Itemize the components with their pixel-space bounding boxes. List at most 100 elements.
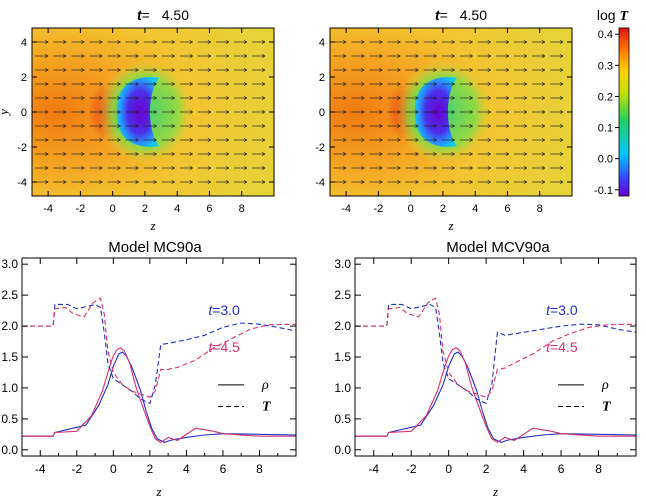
velocity-arrowhead: [153, 180, 157, 184]
time-annotation-value: =3.0: [550, 302, 578, 318]
velocity-arrowhead: [523, 82, 528, 86]
colorbar-tick-label: 0.0: [598, 154, 613, 166]
velocity-arrowhead: [523, 124, 528, 128]
velocity-arrowhead: [45, 166, 49, 170]
heatmap-panel-2: -4 -2 0 2 4 6 8 4 2 0 -2 -4 z t= 4.50: [315, 7, 573, 233]
velocity-arrowhead: [469, 124, 473, 128]
velocity-arrowhead: [415, 124, 419, 128]
velocity-arrowhead: [225, 68, 230, 72]
velocity-arrowhead: [207, 124, 212, 128]
velocity-arrowhead: [361, 124, 365, 128]
velocity-arrowhead: [487, 180, 491, 184]
velocity-arrowhead: [99, 124, 103, 128]
velocity-arrowhead: [81, 68, 85, 72]
velocity-arrowhead: [171, 110, 175, 114]
velocity-arrowhead: [207, 110, 212, 114]
velocity-arrowhead: [559, 110, 564, 114]
velocity-arrowhead: [189, 54, 193, 58]
colorbar-gradient: [618, 27, 630, 197]
velocity-arrowhead: [397, 54, 401, 58]
velocity-arrowhead: [541, 166, 546, 170]
velocity-arrowhead: [153, 54, 157, 58]
velocity-arrowhead: [433, 40, 437, 44]
x-tick-label: 0: [445, 462, 452, 476]
velocity-arrowhead: [117, 96, 121, 100]
time-annotation-var: t: [546, 339, 551, 355]
x-tick-label: 8: [595, 462, 602, 476]
temperature-curve-t3: [355, 303, 636, 405]
velocity-arrowhead: [225, 138, 230, 142]
colorbar-title: log T: [597, 7, 630, 24]
velocity-arrowhead: [523, 68, 528, 72]
velocity-arrowhead: [451, 180, 455, 184]
velocity-arrowhead: [541, 152, 546, 156]
velocity-arrowhead: [433, 82, 437, 86]
velocity-arrowhead: [207, 180, 212, 184]
velocity-arrowhead: [135, 110, 139, 114]
velocity-arrowhead: [559, 138, 564, 142]
panel-title: t= 4.50: [137, 7, 189, 23]
velocity-arrowhead: [243, 54, 248, 58]
velocity-arrowhead: [189, 138, 193, 142]
panel-title-eq: =: [142, 7, 154, 23]
velocity-arrowhead: [207, 54, 212, 58]
velocity-arrowhead: [541, 40, 546, 44]
velocity-arrowhead: [451, 166, 455, 170]
x-axis-label: z: [447, 218, 453, 233]
velocity-arrowhead: [99, 152, 103, 156]
velocity-arrowhead: [469, 180, 473, 184]
velocity-arrowhead: [63, 82, 67, 86]
velocity-arrowhead: [135, 180, 139, 184]
velocity-arrowhead: [397, 124, 401, 128]
temperature-curve-t45: [355, 297, 636, 398]
velocity-arrowhead: [361, 152, 365, 156]
x-tick-label: 2: [147, 462, 154, 476]
legend-label-T: T: [602, 400, 612, 415]
velocity-arrowhead: [469, 166, 473, 170]
velocity-arrowhead: [397, 96, 401, 100]
velocity-arrowhead: [225, 54, 230, 58]
velocity-arrowhead: [261, 82, 266, 86]
velocity-arrowhead: [469, 54, 473, 58]
velocity-arrowhead: [505, 96, 510, 100]
x-tick-label: -2: [406, 462, 417, 476]
x-tick-label: 4: [520, 462, 527, 476]
velocity-arrowhead: [135, 68, 139, 72]
y-tick-label: 3.0: [1, 257, 18, 271]
velocity-arrowhead: [225, 110, 230, 114]
velocity-arrowhead: [171, 68, 175, 72]
velocity-arrowhead: [469, 138, 473, 142]
velocity-arrowhead: [397, 110, 401, 114]
velocity-arrowhead: [261, 96, 266, 100]
velocity-arrowhead: [451, 54, 455, 58]
velocity-arrowhead: [135, 96, 139, 100]
velocity-arrowhead: [117, 40, 121, 44]
y-tick-label: 2.0: [334, 319, 351, 333]
time-annotation-var: t: [546, 302, 551, 318]
velocity-arrowhead: [451, 152, 455, 156]
x-tick-label: 6: [504, 203, 510, 215]
velocity-arrowhead: [523, 40, 528, 44]
velocity-arrowhead: [81, 180, 85, 184]
x-tick-label: -2: [374, 203, 384, 215]
velocity-arrowhead: [505, 166, 510, 170]
velocity-arrowhead: [379, 138, 383, 142]
density-curve-t3: [355, 351, 636, 443]
velocity-arrowhead: [81, 40, 85, 44]
velocity-arrowhead: [343, 96, 347, 100]
velocity-arrowhead: [487, 110, 491, 114]
velocity-arrowhead: [523, 110, 528, 114]
velocity-arrowhead: [451, 138, 455, 142]
velocity-arrowhead: [343, 110, 347, 114]
velocity-arrowhead: [505, 68, 510, 72]
time-annotation-var: t: [208, 339, 213, 355]
velocity-arrowhead: [523, 152, 528, 156]
velocity-arrowhead: [99, 180, 103, 184]
velocity-arrowhead: [207, 138, 212, 142]
velocity-arrowhead: [45, 96, 49, 100]
velocity-arrowhead: [415, 96, 419, 100]
colorbar-tick-label: 0.2: [598, 91, 613, 103]
colorbar: 0.4 0.3 0.2 0.1 0.0 -0.1 log T: [594, 7, 629, 197]
time-annotation-value: =4.5: [550, 339, 578, 355]
y-tick-label: 1.0: [334, 381, 351, 395]
